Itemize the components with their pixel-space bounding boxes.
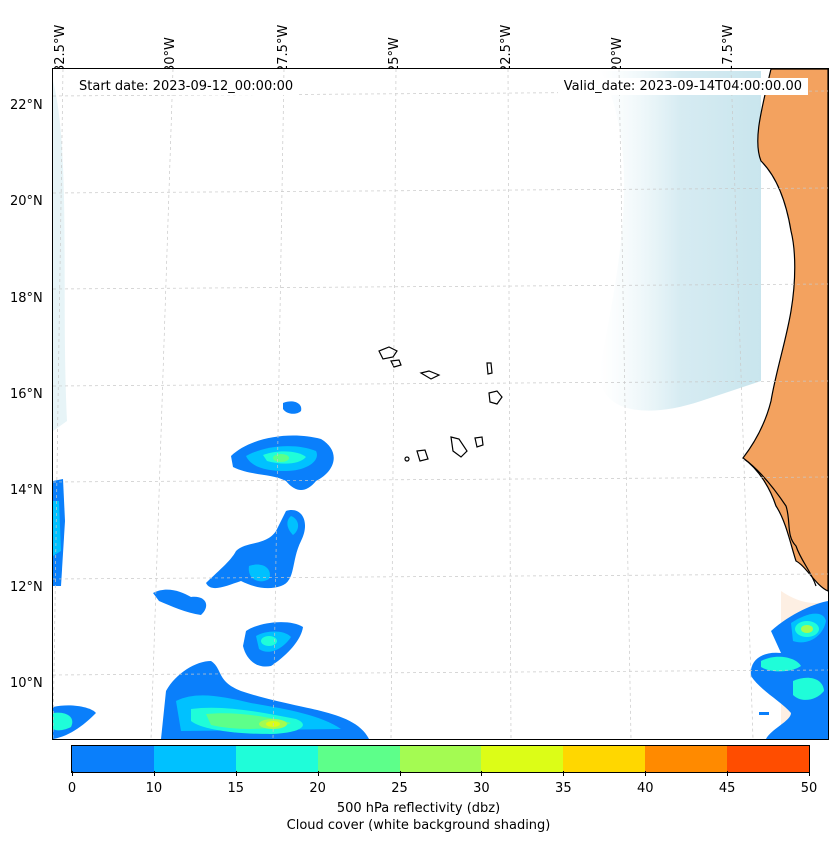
colorbar-tick: [153, 771, 155, 776]
colorbar-tick-label: 25: [391, 781, 408, 796]
colorbar-tick: [645, 771, 647, 776]
cape-verde-islands: [378, 346, 503, 462]
colorbar-segment: [317, 746, 400, 772]
lon-label-32-5w: 32.5°W: [53, 24, 68, 73]
colorbar-segment: [153, 746, 236, 772]
start-date-label: Start date: 2023-09-12_00:00:00: [73, 78, 300, 95]
land-africa: [742, 69, 828, 592]
lon-label-17-5w: 17.5°W: [721, 24, 736, 73]
valid-date-label: Valid_date: 2023-09-14T04:00:00.00: [557, 78, 808, 95]
lon-label-27-5w: 27.5°W: [276, 24, 291, 73]
colorbar-tick: [235, 771, 237, 776]
colorbar-tick-label: 40: [636, 781, 654, 796]
graticule: [53, 69, 828, 739]
colorbar-tick: [563, 771, 565, 776]
lon-label-22-5w: 22.5°W: [499, 24, 514, 73]
colorbar-tick-label: 20: [309, 781, 326, 796]
colorbar-segment: [72, 746, 154, 772]
colorbar-segment: [563, 746, 646, 772]
colorbar-tick-label: 35: [555, 781, 572, 796]
colorbar-segment: [481, 746, 564, 772]
colorbar-tick: [399, 771, 401, 776]
colorbar-tick: [317, 771, 319, 776]
colorbar-tick-label: 50: [800, 781, 818, 796]
lat-label-10n: 10°N: [10, 676, 43, 691]
map-canvas: [53, 69, 828, 739]
colorbar-segment: [235, 746, 318, 772]
lat-label-16n: 16°N: [10, 387, 43, 402]
lat-label-22n: 22°N: [10, 98, 43, 113]
colorbar-tick: [727, 771, 729, 776]
colorbar-tick: [481, 771, 483, 776]
colorbar-label: 500 hPa reflectivity (dbz): [336, 801, 501, 816]
colorbar-sublabel: Cloud cover (white background shading): [286, 818, 551, 833]
reflectivity-contours: [53, 401, 828, 739]
colorbar-tick-label: 15: [227, 781, 245, 796]
cloud-cover-shading: [599, 71, 761, 411]
lat-label-20n: 20°N: [10, 194, 43, 209]
colorbar-segment: [645, 746, 728, 772]
lat-label-12n: 12°N: [10, 580, 43, 595]
colorbar-tick: [72, 771, 73, 776]
colorbar-segment: [399, 746, 482, 772]
lat-label-18n: 18°N: [10, 291, 43, 306]
map-panel: Start date: 2023-09-12_00:00:00 Valid_da…: [52, 68, 829, 740]
colorbar-tick-label: 45: [718, 781, 736, 796]
colorbar: [71, 745, 810, 773]
colorbar-tick: [809, 771, 810, 776]
colorbar-segment: [727, 746, 810, 772]
coastline-senegal: [742, 457, 817, 587]
colorbar-tick-label: 30: [473, 781, 490, 796]
colorbar-tick-label: 0: [67, 781, 77, 796]
lat-label-14n: 14°N: [10, 483, 43, 498]
colorbar-tick-label: 10: [145, 781, 163, 796]
